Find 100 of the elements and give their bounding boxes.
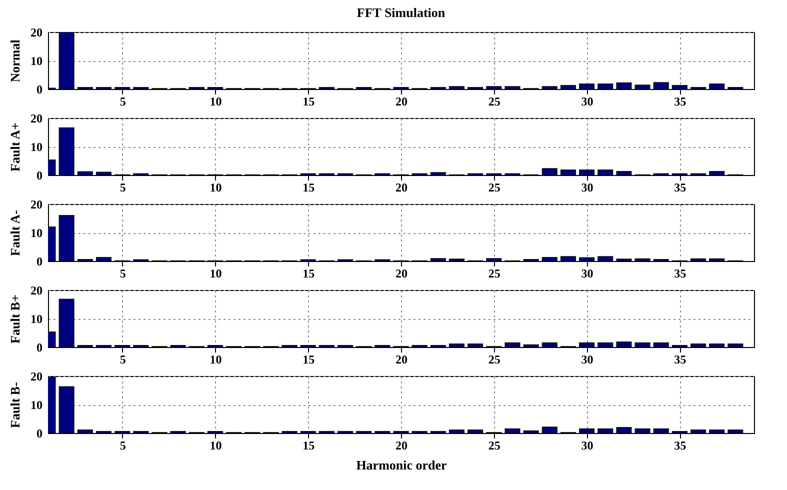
bar (504, 86, 520, 89)
y-tick-label: 20 (30, 370, 42, 384)
bar (523, 344, 539, 347)
x-tick-label: 30 (581, 352, 594, 366)
y-tick-label: 20 (30, 198, 42, 212)
bar (709, 344, 725, 347)
x-tick-label: 30 (581, 266, 594, 280)
bar (616, 82, 632, 89)
y-tick-label: 0 (36, 82, 42, 96)
x-tick-label: 25 (488, 352, 500, 366)
x-tick-label: 20 (396, 266, 408, 280)
x-tick-label: 10 (210, 438, 222, 452)
bar (728, 344, 744, 347)
y-tick-label: 20 (30, 284, 42, 298)
bar (579, 257, 595, 261)
bar (690, 430, 706, 433)
x-tick-label: 35 (674, 94, 686, 108)
x-tick-label: 25 (488, 266, 500, 280)
bar (709, 170, 725, 175)
x-tick-label: 35 (674, 438, 686, 452)
bar (579, 428, 595, 433)
x-tick-label: 35 (674, 180, 686, 194)
bar (468, 344, 484, 347)
bar (579, 84, 595, 89)
y-axis-title: Normal (8, 39, 22, 82)
x-tick-label: 10 (210, 352, 222, 366)
bar (579, 342, 595, 347)
bar (468, 430, 484, 433)
bar (542, 256, 558, 261)
bar (542, 168, 558, 175)
bar (598, 428, 614, 433)
x-tick-label: 5 (120, 352, 126, 366)
x-tick-label: 5 (120, 438, 126, 452)
x-tick-label: 20 (396, 94, 408, 108)
bar (77, 171, 93, 175)
bar (616, 342, 632, 347)
x-tick-label: 15 (302, 438, 315, 452)
bar (560, 256, 576, 261)
x-tick-label: 20 (396, 180, 408, 194)
y-tick-label: 20 (30, 26, 42, 40)
bar (77, 430, 93, 433)
x-tick-label: 5 (120, 180, 126, 194)
x-tick-label: 20 (396, 438, 408, 452)
bar (504, 342, 520, 347)
bar (653, 342, 669, 347)
y-tick-label: 0 (36, 254, 42, 268)
bar (58, 386, 74, 433)
bar (709, 84, 725, 89)
bar (653, 428, 669, 433)
x-tick-label: 25 (488, 438, 500, 452)
bar (523, 430, 539, 433)
x-tick-label: 25 (488, 180, 500, 194)
x-tick-label: 10 (210, 266, 222, 280)
bar (448, 344, 465, 347)
y-tick-label: 0 (36, 426, 42, 440)
x-tick-label: 15 (302, 180, 315, 194)
chart-title: FFT Simulation (356, 5, 446, 20)
bar (634, 342, 650, 347)
bar (430, 258, 446, 261)
bar (448, 430, 465, 433)
bar (58, 32, 74, 89)
x-tick-label: 15 (302, 94, 315, 108)
bar (58, 127, 74, 175)
bar (598, 170, 614, 175)
y-tick-label: 10 (30, 140, 42, 154)
bar (504, 428, 520, 433)
x-tick-label: 15 (302, 352, 315, 366)
x-tick-label: 35 (674, 266, 686, 280)
bar (486, 86, 502, 89)
bar (690, 344, 706, 347)
bar (58, 215, 74, 261)
y-tick-label: 0 (36, 168, 42, 182)
y-tick-label: 10 (30, 54, 42, 68)
bar (96, 172, 112, 175)
x-tick-label: 30 (581, 94, 594, 108)
bar (542, 86, 558, 89)
y-axis-title: Fault B- (8, 382, 22, 428)
x-tick-label: 5 (120, 94, 126, 108)
bar (634, 428, 650, 433)
bar (598, 342, 614, 347)
y-tick-label: 10 (30, 398, 42, 412)
bar (634, 84, 650, 89)
y-tick-label: 0 (36, 340, 42, 354)
x-tick-label: 10 (210, 94, 222, 108)
bar (672, 84, 688, 89)
x-tick-label: 10 (210, 180, 222, 194)
bar (579, 170, 595, 175)
y-tick-label: 20 (30, 112, 42, 126)
bar (598, 84, 614, 89)
bar (653, 82, 669, 89)
x-tick-label: 35 (674, 352, 686, 366)
bar (690, 258, 706, 261)
bar (728, 430, 744, 433)
y-axis-title: Fault A+ (8, 122, 22, 172)
bar (616, 426, 632, 433)
bar (58, 298, 74, 347)
bar (486, 258, 502, 261)
bar (96, 256, 112, 261)
y-tick-label: 10 (30, 312, 42, 326)
x-axis-title: Harmonic order (356, 458, 448, 472)
